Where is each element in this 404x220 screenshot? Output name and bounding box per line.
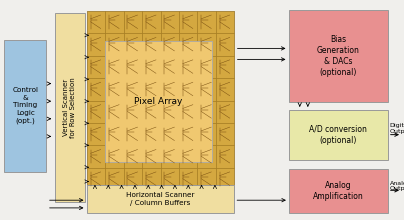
Bar (198, 123, 216, 145)
Text: Digital
Output: Digital Output (390, 123, 404, 134)
Bar (216, 123, 234, 145)
Bar (160, 123, 179, 145)
Bar (179, 145, 198, 168)
Bar (142, 56, 160, 78)
Bar (87, 101, 105, 123)
Bar (87, 145, 105, 168)
Bar (124, 78, 142, 101)
Text: Vertical Scanner
for Row Selection: Vertical Scanner for Row Selection (63, 77, 76, 138)
Bar (289, 10, 388, 102)
Bar (55, 13, 85, 202)
Bar (198, 33, 216, 56)
Bar (198, 11, 216, 33)
Bar (105, 78, 124, 101)
Bar (160, 11, 179, 33)
Bar (87, 185, 234, 213)
Bar (160, 78, 179, 101)
Bar (179, 56, 198, 78)
Bar (216, 145, 234, 168)
Bar (160, 56, 179, 78)
Bar (142, 33, 160, 56)
Bar (160, 145, 179, 168)
Bar (105, 101, 124, 123)
Bar (105, 168, 124, 190)
Bar (105, 56, 124, 78)
Bar (124, 101, 142, 123)
Bar (142, 145, 160, 168)
Bar (142, 78, 160, 101)
Bar (198, 168, 216, 190)
Bar (179, 33, 198, 56)
Text: A/D conversion
(optional): A/D conversion (optional) (309, 125, 367, 145)
Bar (179, 168, 198, 190)
Bar (87, 33, 105, 56)
Bar (179, 101, 198, 123)
Bar (142, 168, 160, 190)
Bar (105, 41, 212, 162)
Bar (142, 123, 160, 145)
Bar (87, 123, 105, 145)
Bar (216, 11, 234, 33)
Bar (216, 33, 234, 56)
Text: Horizontal Scanner
/ Column Buffers: Horizontal Scanner / Column Buffers (126, 192, 195, 206)
Bar (124, 145, 142, 168)
Text: Control
&
Timing
Logic
(opt.): Control & Timing Logic (opt.) (12, 87, 38, 124)
Bar (160, 33, 179, 56)
Bar (87, 56, 105, 78)
Bar (87, 168, 105, 190)
Bar (289, 169, 388, 213)
Bar (142, 101, 160, 123)
Bar (179, 123, 198, 145)
Bar (216, 78, 234, 101)
Text: Analog
Output: Analog Output (390, 180, 404, 191)
Bar (4, 40, 46, 172)
Bar (87, 11, 105, 33)
Bar (198, 78, 216, 101)
Bar (124, 11, 142, 33)
Bar (179, 11, 198, 33)
Bar (105, 33, 124, 56)
Text: Analog
Amplification: Analog Amplification (313, 181, 364, 202)
Bar (105, 11, 124, 33)
Bar (87, 11, 234, 190)
Bar (87, 78, 105, 101)
Bar (142, 11, 160, 33)
Bar (124, 56, 142, 78)
Bar (289, 110, 388, 160)
Bar (124, 33, 142, 56)
Text: Bias
Generation
& DACs
(optional): Bias Generation & DACs (optional) (317, 35, 360, 77)
Bar (198, 101, 216, 123)
Bar (198, 56, 216, 78)
Text: Pixel Array: Pixel Array (135, 97, 183, 106)
Bar (216, 56, 234, 78)
Bar (160, 168, 179, 190)
Bar (198, 145, 216, 168)
Bar (216, 101, 234, 123)
Bar (216, 168, 234, 190)
Bar (124, 123, 142, 145)
Bar (160, 101, 179, 123)
Bar (179, 78, 198, 101)
Bar (124, 168, 142, 190)
Bar (105, 123, 124, 145)
Bar (105, 145, 124, 168)
